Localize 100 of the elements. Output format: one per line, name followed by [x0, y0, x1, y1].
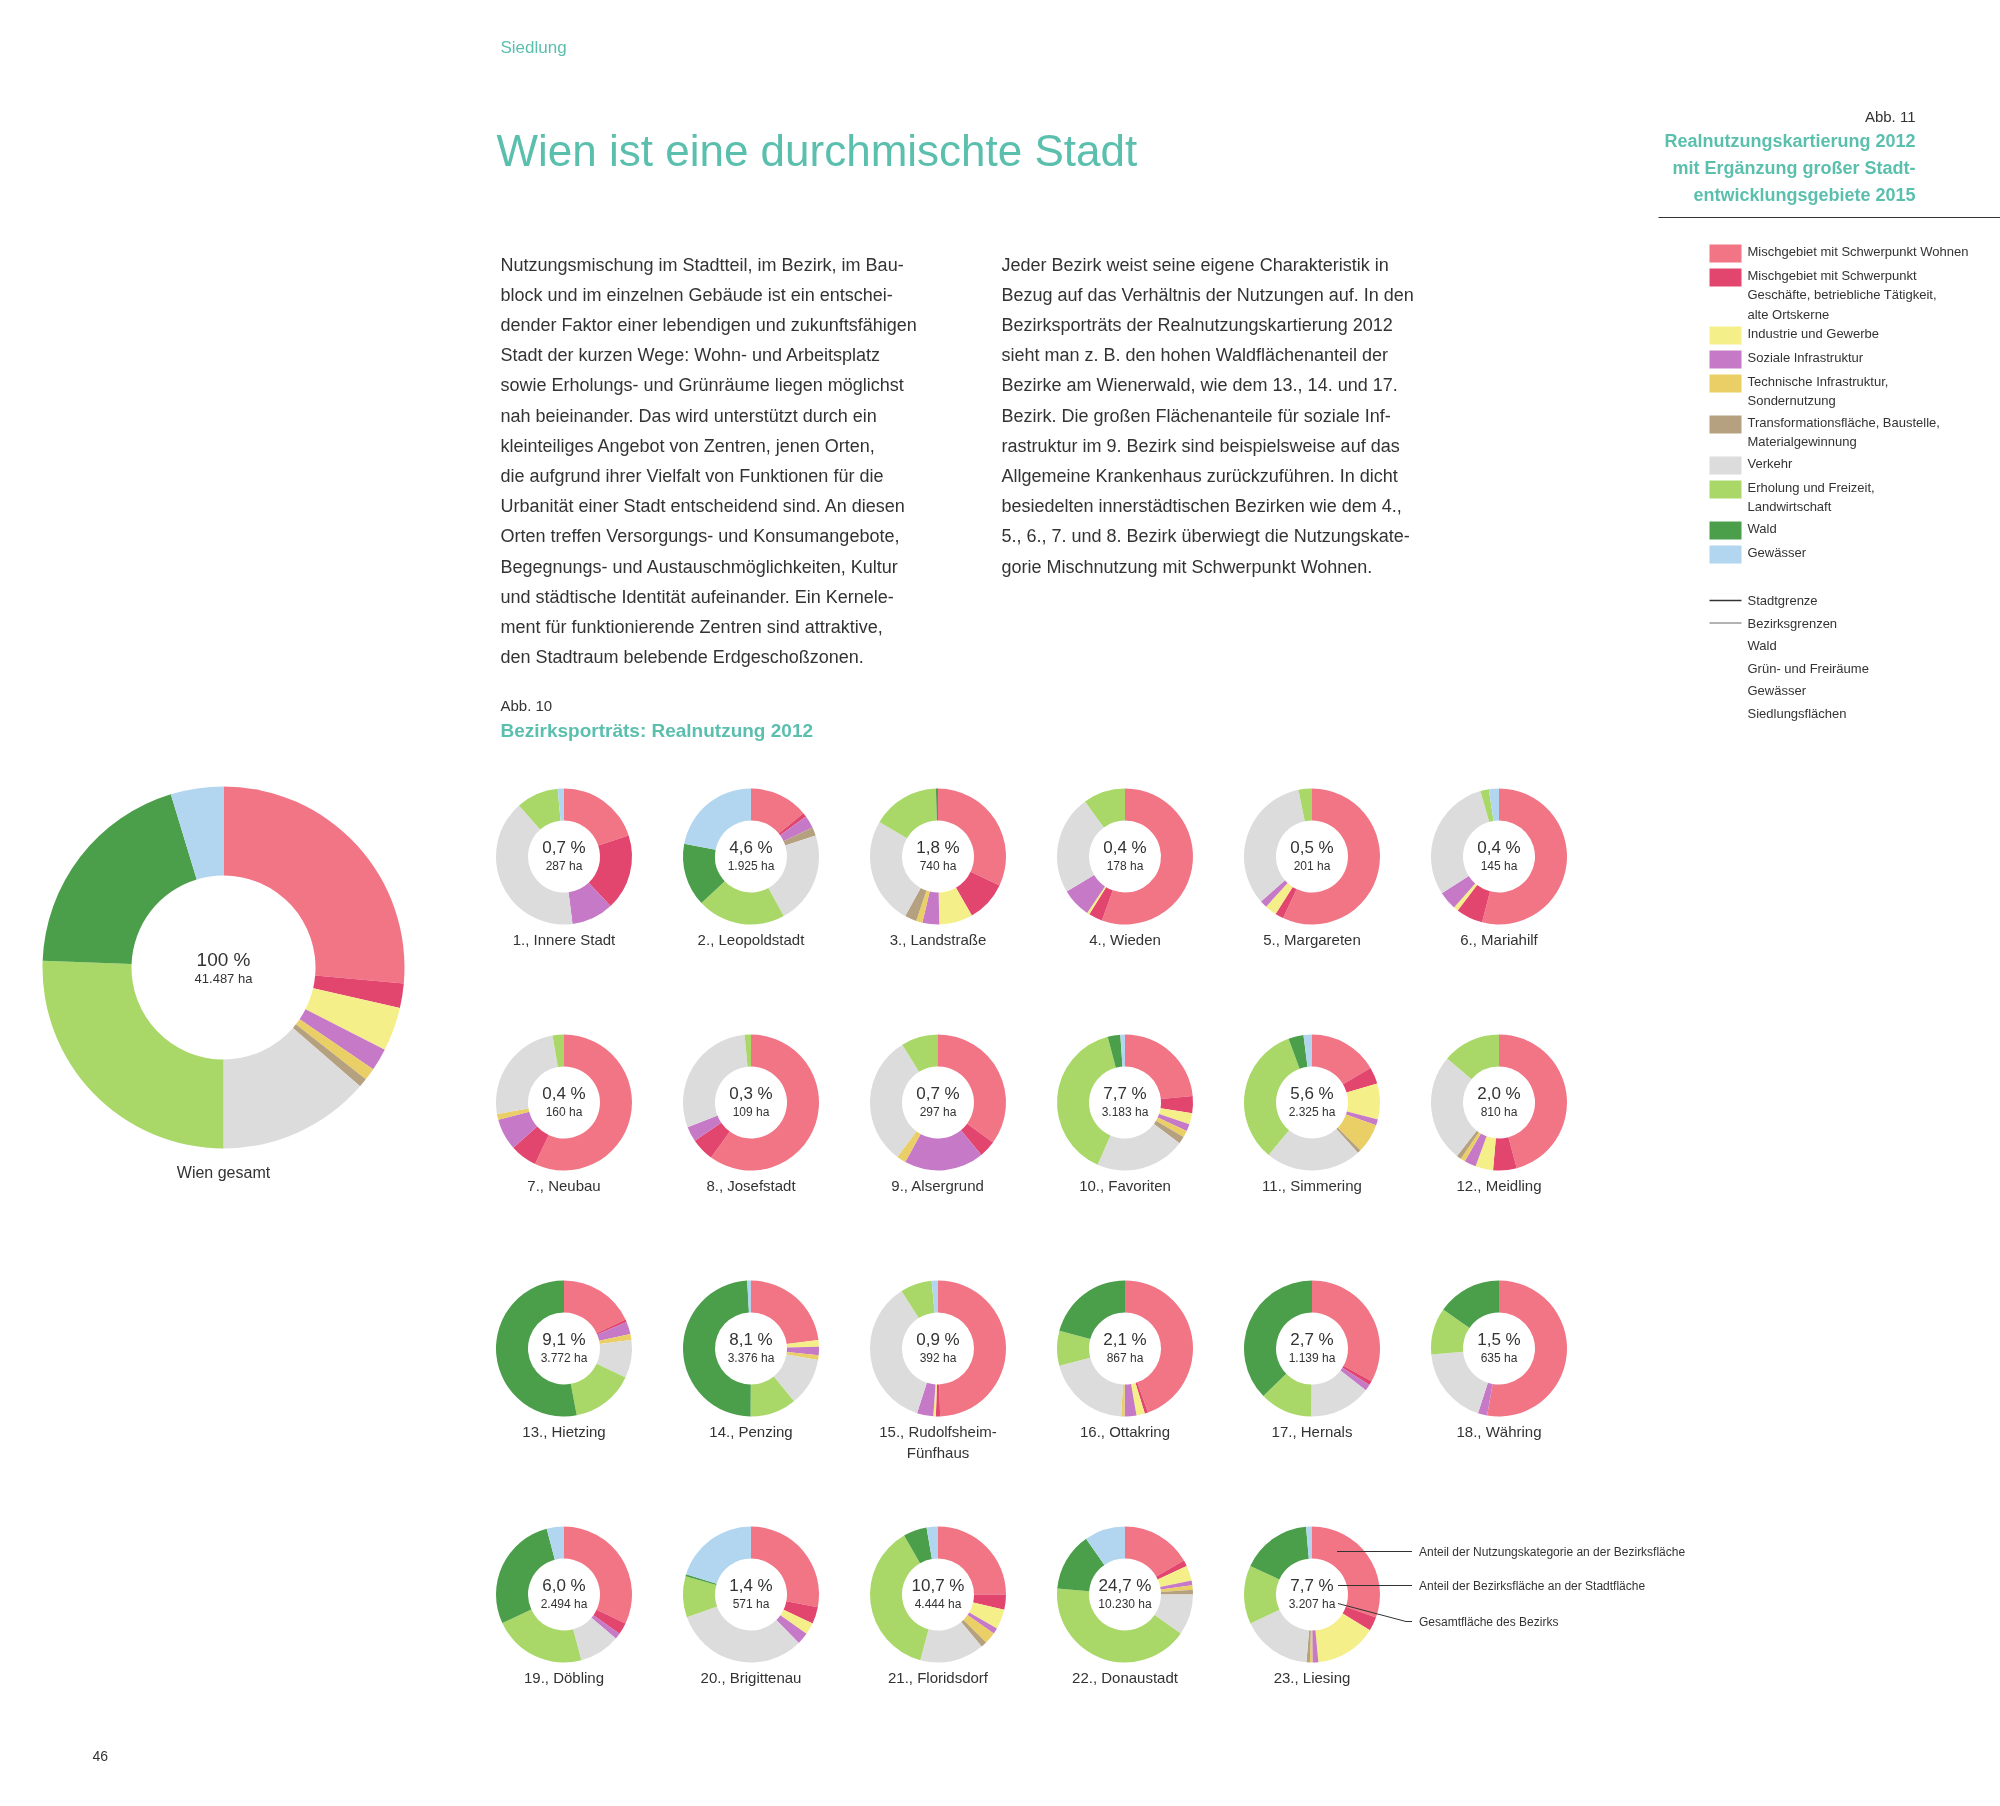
- text: 3., Landstraße: [889, 930, 987, 948]
- text: 100 %: [196, 949, 251, 970]
- text: Wien ist eine durchmischte Stadt: [496, 126, 1138, 175]
- text: 9,1 %: [542, 1330, 586, 1349]
- text: 0,7 %: [542, 838, 586, 857]
- text: 1.139 ha: [1288, 1350, 1336, 1365]
- text: 2., Leopoldstadt: [697, 930, 806, 948]
- text: 7., Neubau: [527, 1176, 601, 1194]
- text: Gewässer: [1747, 683, 1807, 699]
- legend-label: Mischgebiet mit Schwerpunkt Geschäfte, betriebliche Tätigkeit, alte Ortskerne: [1747, 267, 1937, 322]
- text: Gesamtfläche des Bezirks: [1419, 1614, 1559, 1629]
- text: 5., Margareten: [1263, 930, 1361, 948]
- text: 287 ha: [545, 858, 583, 873]
- caption: Abb. 11: [1864, 108, 1916, 125]
- text: 0,9 %: [916, 1330, 960, 1349]
- text: 1., Innere Stadt: [512, 930, 617, 948]
- text: Nutzungsmischung im Stadtteil, im Bezirk, im Bau- block und im einzelnen Gebäude ist ein entschei- dender Faktor einer lebendigen und zukunftsfähigen Stadt der kurzen Wege: Wohn- und Arbeitsplatz sowie Erholungs- und Grünräume liegen möglichst nah beieinander. Das wird unterstützt durch ein kleinteiliges Angebot von Zentren, jenen Orten, die aufgrund ihrer Vielfalt von Funktionen für die Urbanität einer Stadt entscheidend sind. An diesen Orten treffen Versorgungs- und Konsumangebote, Begegnungs- und Austauschmöglichkeiten, Kultur und städtische Identität aufeinander. Ein Kernele- ment für funktionierende Zentren sind attraktive, den Stadtraum belebende Erdgeschoßzonen.: [500, 254, 917, 668]
- text: 10,7 %: [911, 1576, 965, 1595]
- text: 0,3 %: [729, 1084, 773, 1103]
- text: 3.207 ha: [1288, 1596, 1336, 1611]
- text: 22., Donaustadt: [1072, 1668, 1179, 1686]
- text: 810 ha: [1480, 1104, 1518, 1119]
- text: Bezirksporträts: Realnutzung 2012: [500, 720, 814, 741]
- legend-label: Soziale Infrastruktur: [1747, 349, 1864, 365]
- text: 8,1 %: [729, 1330, 773, 1349]
- text: 178 ha: [1106, 858, 1144, 873]
- text: 109 ha: [732, 1104, 770, 1119]
- text: 11., Simmering: [1262, 1176, 1362, 1194]
- text: Anteil der Nutzungskategorie an der Bezirksfläche: [1419, 1544, 1686, 1559]
- text: Bezirksgrenzen: [1747, 615, 1838, 631]
- text: 10., Favoriten: [1079, 1176, 1171, 1194]
- text: Anteil der Bezirksfläche an der Stadtfläche: [1419, 1578, 1646, 1593]
- legend-label: Transformationsfläche, Baustelle, Materialgewinnung: [1747, 414, 1940, 449]
- legend-label: Gewässer: [1747, 544, 1807, 560]
- text: Realnutzungskartierung 2012 mit Ergänzung großer Stadt- entwicklungsgebiete 2015: [1664, 130, 1916, 205]
- text: 9., Alsergrund: [891, 1176, 984, 1194]
- text: 297 ha: [919, 1104, 957, 1119]
- text: 16., Ottakring: [1079, 1422, 1171, 1440]
- text: 0,4 %: [1477, 838, 1521, 857]
- text: 392 ha: [919, 1350, 957, 1365]
- caption: Abb. 10: [500, 697, 553, 714]
- text: 1,4 %: [729, 1576, 773, 1595]
- legend-label: Mischgebiet mit Schwerpunkt Wohnen: [1747, 243, 1969, 259]
- text: 23., Liesing: [1273, 1668, 1351, 1686]
- text: Grün- und Freiräume: [1747, 660, 1869, 676]
- text: 1,5 %: [1477, 1330, 1521, 1349]
- legend-label: Erholung und Freizeit, Landwirtschaft: [1747, 479, 1875, 514]
- text: 2,1 %: [1103, 1330, 1147, 1349]
- text: 12., Meidling: [1456, 1176, 1542, 1194]
- text: 4.444 ha: [914, 1596, 962, 1611]
- text: 0,5 %: [1290, 838, 1334, 857]
- text: 635 ha: [1480, 1350, 1518, 1365]
- text: 740 ha: [919, 858, 957, 873]
- text: 19., Döbling: [523, 1668, 605, 1686]
- text: 20., Brigittenau: [700, 1668, 802, 1686]
- text: 7,7 %: [1290, 1576, 1334, 1595]
- text: 4., Wieden: [1089, 930, 1161, 948]
- legend-label: Technische Infrastruktur, Sondernutzung: [1747, 373, 1889, 408]
- text: 2.325 ha: [1288, 1104, 1336, 1119]
- legend-label: Verkehr: [1747, 455, 1793, 471]
- text: 571 ha: [732, 1596, 770, 1611]
- text: 17., Hernals: [1271, 1422, 1353, 1440]
- text: 6,0 %: [542, 1576, 586, 1595]
- legend-label: Wald: [1747, 520, 1777, 536]
- text: 201 ha: [1293, 858, 1331, 873]
- text: 15., Rudolfsheim-Fünfhaus: [879, 1422, 997, 1461]
- text: Wald: [1747, 638, 1777, 654]
- text: 0,7 %: [916, 1084, 960, 1103]
- text: 13., Hietzing: [522, 1422, 606, 1440]
- text: Wien gesamt: [176, 1164, 271, 1181]
- text: 10.230 ha: [1098, 1596, 1153, 1611]
- text: 160 ha: [545, 1104, 583, 1119]
- text: Stadtgrenze: [1747, 593, 1818, 608]
- text: 6., Mariahilf: [1460, 930, 1539, 948]
- text: 7,7 %: [1103, 1084, 1147, 1103]
- text: 1.925 ha: [727, 858, 775, 873]
- text: 8., Josefstadt: [706, 1176, 797, 1194]
- text: Siedlung: [500, 38, 567, 57]
- text: 21., Floridsdorf: [887, 1668, 989, 1686]
- text: 0,4 %: [1103, 838, 1147, 857]
- text: 2,0 %: [1477, 1084, 1521, 1103]
- text: 46: [92, 1747, 109, 1764]
- text: 1,8 %: [916, 838, 960, 857]
- text: 3.376 ha: [727, 1350, 775, 1365]
- text: 2.494 ha: [540, 1596, 588, 1611]
- text: 3.772 ha: [540, 1350, 588, 1365]
- text: Jeder Bezirk weist seine eigene Charakteristik in Bezug auf das Verhältnis der Nutzungen auf. In den Bezirksporträts der Realnutzungskartierung 2012 sieht man z. B. den hohen Waldflächenanteil der Bezirke am Wienerwald, wie dem 13., 14. und 17. Bezirk. Die großen Flächenanteile für soziale Inf- rastruktur im 9. Bezirk sind beispielsweise auf das Allgemeine Krankenhaus zurückzuführen. In dicht besiedelten innerstädtischen Bezirken wie dem 4., 5., 6., 7. und 8. Bezirk überwiegt die Nutzungskate- gorie Mischnutzung mit Schwerpunkt Wohnen.: [1001, 254, 1414, 577]
- text: 24,7 %: [1098, 1576, 1152, 1595]
- legend-label: Industrie und Gewerbe: [1747, 325, 1880, 341]
- text: 3.183 ha: [1101, 1104, 1149, 1119]
- text: 14., Penzing: [709, 1422, 793, 1440]
- text: 145 ha: [1480, 858, 1518, 873]
- text: 5,6 %: [1290, 1084, 1334, 1103]
- text: 18., Währing: [1456, 1422, 1542, 1440]
- text: 41.487 ha: [194, 971, 254, 986]
- text: 2,7 %: [1290, 1330, 1334, 1349]
- text: 867 ha: [1106, 1350, 1144, 1365]
- text: 4,6 %: [729, 838, 773, 857]
- text: Siedlungsflächen: [1747, 706, 1847, 721]
- text: 0,4 %: [542, 1084, 586, 1103]
